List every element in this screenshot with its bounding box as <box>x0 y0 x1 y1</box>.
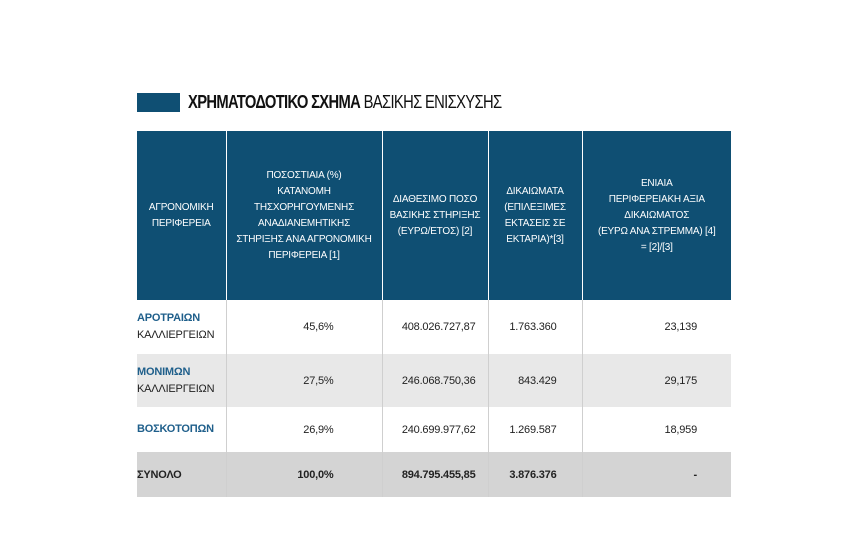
rights-cell: 843.429 <box>487 354 582 407</box>
percentage-cell: 26,9% <box>225 407 382 452</box>
region-cell: ΑΡΟΤΡΑΙΩΝ ΚΑΛΛΙΕΡΓΕΙΩΝ <box>137 300 226 354</box>
header-region: ΑΓΡΟΝΟΜΙΚΗ ΠΕΡΙΦΕΡΕΙΑ <box>137 131 226 300</box>
header-unit-value: ΕΝΙΑΙΑ ΠΕΡΙΦΕΡΕΙΑΚΗ ΑΞΙΑ ΔΙΚΑΙΩΜΑΤΟΣ (ΕΥ… <box>581 131 731 300</box>
percentage-cell: 27,5% <box>225 354 382 407</box>
region-cell: ΜΟΝΙΜΩΝ ΚΑΛΛΙΕΡΓΕΙΩΝ <box>137 354 226 407</box>
table-row: ΑΡΟΤΡΑΙΩΝ ΚΑΛΛΙΕΡΓΕΙΩΝ 45,6% 408.026.727,… <box>137 300 731 354</box>
funding-table: ΑΓΡΟΝΟΜΙΚΗ ΠΕΡΙΦΕΡΕΙΑ ΠΟΣΟΣΤΙΑΙΑ (%) ΚΑΤ… <box>137 131 731 497</box>
region-subname: ΚΑΛΛΙΕΡΓΕΙΩΝ <box>137 382 215 395</box>
total-row: ΣΥΝΟΛΟ 100,0% 894.795.455,85 3.876.376 - <box>137 452 731 497</box>
header-percentage: ΠΟΣΟΣΤΙΑΙΑ (%) ΚΑΤΑΝΟΜΗ ΤΗΣΧΟΡΗΓΟΥΜΕΝΗΣ … <box>225 131 382 300</box>
page-title: ΧΡΗΜΑΤΟΔΟΤΙΚΟ ΣΧΗΜΑ ΒΑΣΙΚΗΣ ΕΝΙΣΧΥΣΗΣ <box>188 91 502 113</box>
header-amount: ΔΙΑΘΕΣΙΜΟ ΠΟΣΟ ΒΑΣΙΚΗΣ ΣΤΗΡΙΞΗΣ (ΕΥΡΩ/ΕΤ… <box>381 131 488 300</box>
region-name: ΜΟΝΙΜΩΝ <box>137 365 191 378</box>
total-amount: 894.795.455,85 <box>381 452 488 497</box>
table-row: ΒΟΣΚΟΤΟΠΩΝ 26,9% 240.699.977,62 1.269.58… <box>137 407 731 452</box>
unit-value-cell: 23,139 <box>581 300 731 354</box>
region-name: ΑΡΟΤΡΑΙΩΝ <box>137 312 201 324</box>
region-name: ΒΟΣΚΟΤΟΠΩΝ <box>137 423 214 435</box>
unit-value-cell: 18,959 <box>581 407 731 452</box>
amount-cell: 246.068.750,36 <box>381 354 488 407</box>
total-unit-value: - <box>581 452 731 497</box>
title-regular: ΒΑΣΙΚΗΣ ΕΝΙΣΧΥΣΗΣ <box>363 92 502 112</box>
title-bold: ΧΡΗΜΑΤΟΔΟΤΙΚΟ ΣΧΗΜΑ <box>188 92 361 112</box>
amount-cell: 240.699.977,62 <box>381 407 488 452</box>
table-row: ΜΟΝΙΜΩΝ ΚΑΛΛΙΕΡΓΕΙΩΝ 27,5% 246.068.750,36… <box>137 354 731 407</box>
header-rights: ΔΙΚΑΙΩΜΑΤΑ (ΕΠΙΛΕΞΙΜΕΣ ΕΚΤΑΣΕΙΣ ΣΕ ΕΚΤΑΡ… <box>487 131 582 300</box>
title-accent-bar <box>137 93 180 112</box>
total-label: ΣΥΝΟΛΟ <box>137 452 226 497</box>
unit-value-cell: 29,175 <box>581 354 731 407</box>
total-rights: 3.876.376 <box>487 452 582 497</box>
amount-cell: 408.026.727,87 <box>381 300 488 354</box>
header-row: ΑΓΡΟΝΟΜΙΚΗ ΠΕΡΙΦΕΡΕΙΑ ΠΟΣΟΣΤΙΑΙΑ (%) ΚΑΤ… <box>137 131 731 300</box>
rights-cell: 1.763.360 <box>487 300 582 354</box>
percentage-cell: 45,6% <box>225 300 382 354</box>
rights-cell: 1.269.587 <box>487 407 582 452</box>
region-subname: ΚΑΛΛΙΕΡΓΕΙΩΝ <box>137 329 215 341</box>
region-cell: ΒΟΣΚΟΤΟΠΩΝ <box>137 407 226 452</box>
total-percentage: 100,0% <box>225 452 382 497</box>
